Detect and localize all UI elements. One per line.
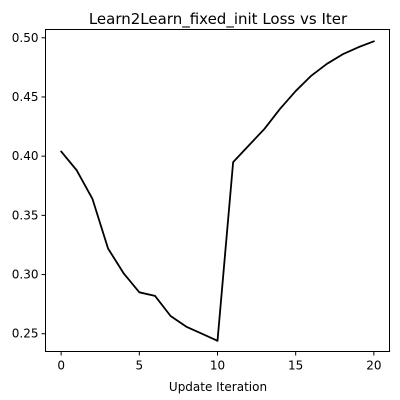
y-tick-label: 0.45 [12,90,39,104]
y-tick-label: 0.50 [12,31,39,45]
x-tick-label: 0 [57,359,65,373]
plot-area [61,41,374,341]
y-tick-label: 0.25 [12,327,39,341]
plot-frame [46,30,390,352]
x-tick-label: 10 [210,359,225,373]
x-axis-label: Update Iteration [169,380,267,394]
x-tick-label: 5 [135,359,143,373]
chart-title: Learn2Learn_fixed_init Loss vs Iter [89,10,348,29]
y-axis: 0.25 0.30 0.35 0.40 0.45 0.50 [12,31,46,341]
x-tick-label: 20 [366,359,381,373]
series-line [61,41,374,341]
x-tick-label: 15 [288,359,303,373]
y-tick-label: 0.30 [12,268,39,282]
x-axis: 0 5 10 15 20 [57,352,381,373]
y-tick-label: 0.35 [12,208,39,222]
y-tick-label: 0.40 [12,149,39,163]
